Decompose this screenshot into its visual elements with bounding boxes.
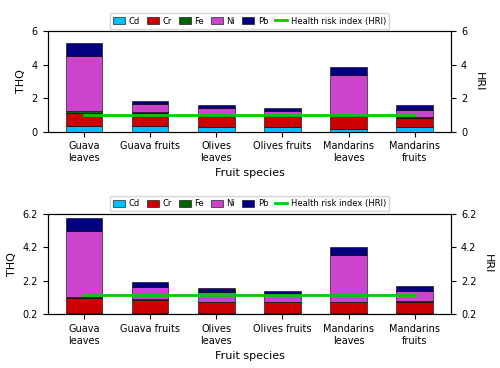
Bar <box>198 313 234 318</box>
Bar <box>330 313 366 318</box>
Legend: Cd, Cr, Fe, Ni, Pb, Health risk index (HRI): Cd, Cr, Fe, Ni, Pb, Health risk index (H… <box>110 196 390 212</box>
Bar <box>132 287 168 299</box>
Bar <box>396 301 433 302</box>
Y-axis label: HRI: HRI <box>483 254 493 274</box>
Bar <box>330 302 366 313</box>
Bar <box>198 293 234 302</box>
Bar <box>264 291 300 294</box>
Bar <box>330 116 366 117</box>
Bar <box>66 297 102 298</box>
Y-axis label: THQ: THQ <box>16 70 26 93</box>
Bar <box>66 113 102 126</box>
Bar <box>330 247 366 255</box>
Bar <box>264 302 300 313</box>
Bar <box>330 75 366 116</box>
Bar <box>396 105 433 110</box>
Bar <box>132 100 168 104</box>
Bar <box>264 313 300 318</box>
Bar <box>396 118 433 127</box>
Bar <box>330 117 366 129</box>
X-axis label: Fruit species: Fruit species <box>214 169 284 178</box>
Bar <box>132 282 168 287</box>
Bar <box>264 117 300 127</box>
Bar <box>264 294 300 302</box>
Bar <box>198 105 234 108</box>
Bar <box>132 104 168 112</box>
Bar <box>396 291 433 301</box>
Bar <box>264 127 300 132</box>
Bar <box>198 116 234 117</box>
Bar <box>330 67 366 75</box>
X-axis label: Fruit species: Fruit species <box>214 351 284 361</box>
Bar <box>66 112 102 113</box>
Bar <box>330 255 366 302</box>
Y-axis label: THQ: THQ <box>7 252 17 276</box>
Bar <box>330 129 366 132</box>
Bar <box>132 126 168 132</box>
Bar <box>198 302 234 313</box>
Bar <box>132 112 168 113</box>
Bar <box>198 108 234 116</box>
Bar <box>396 117 433 118</box>
Bar <box>264 111 300 116</box>
Bar <box>396 313 433 318</box>
Bar <box>132 300 168 312</box>
Bar <box>198 127 234 132</box>
Bar <box>66 231 102 297</box>
Bar <box>396 127 433 132</box>
Legend: Cd, Cr, Fe, Ni, Pb, Health risk index (HRI): Cd, Cr, Fe, Ni, Pb, Health risk index (H… <box>110 13 390 29</box>
Bar <box>396 302 433 313</box>
Y-axis label: HRI: HRI <box>474 72 484 91</box>
Bar <box>264 108 300 111</box>
Bar <box>132 312 168 318</box>
Bar <box>396 286 433 291</box>
Bar <box>66 56 102 112</box>
Bar <box>132 113 168 126</box>
Bar <box>66 126 102 132</box>
Bar <box>132 299 168 300</box>
Bar <box>396 110 433 117</box>
Bar <box>66 312 102 318</box>
Bar <box>264 116 300 117</box>
Bar <box>198 117 234 127</box>
Bar <box>66 218 102 231</box>
Bar <box>66 43 102 56</box>
Bar <box>66 298 102 312</box>
Bar <box>198 288 234 293</box>
